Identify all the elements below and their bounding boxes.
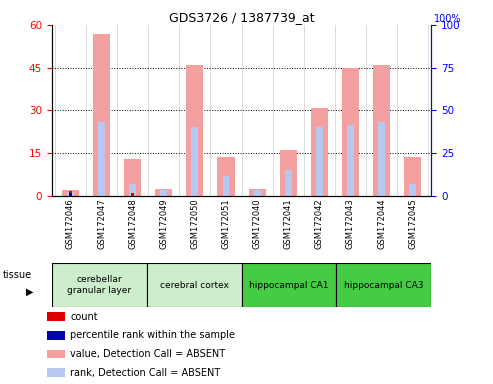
Text: 100%: 100% <box>434 13 461 23</box>
Bar <box>285 170 292 196</box>
Bar <box>311 108 328 196</box>
Bar <box>186 65 204 196</box>
Bar <box>347 125 354 196</box>
Text: cerebral cortex: cerebral cortex <box>160 281 229 290</box>
Bar <box>47 312 65 321</box>
Title: GDS3726 / 1387739_at: GDS3726 / 1387739_at <box>169 11 315 24</box>
Bar <box>155 189 173 196</box>
Bar <box>409 184 416 196</box>
Bar <box>254 190 260 196</box>
Bar <box>160 190 167 196</box>
Bar <box>378 122 385 196</box>
Bar <box>373 65 390 196</box>
Bar <box>191 127 198 196</box>
Bar <box>131 193 134 196</box>
Bar <box>242 263 336 307</box>
Bar <box>404 157 421 196</box>
Text: value, Detection Call = ABSENT: value, Detection Call = ABSENT <box>70 349 226 359</box>
Bar <box>98 122 105 196</box>
Bar <box>47 368 65 377</box>
Bar <box>222 176 229 196</box>
Bar <box>69 193 72 196</box>
Bar <box>316 127 323 196</box>
Text: cerebellar
granular layer: cerebellar granular layer <box>67 275 131 295</box>
Bar <box>93 33 110 196</box>
Bar <box>217 157 235 196</box>
Bar <box>62 190 79 196</box>
Bar <box>69 191 72 196</box>
Bar <box>342 68 359 196</box>
Bar <box>67 192 74 196</box>
Bar <box>147 263 242 307</box>
Text: rank, Detection Call = ABSENT: rank, Detection Call = ABSENT <box>70 368 221 378</box>
Bar <box>124 159 141 196</box>
Text: count: count <box>70 311 98 321</box>
Text: percentile rank within the sample: percentile rank within the sample <box>70 330 236 340</box>
Text: ▶: ▶ <box>26 287 33 297</box>
Text: tissue: tissue <box>2 270 32 280</box>
Bar <box>47 349 65 359</box>
Bar <box>280 150 297 196</box>
Text: hippocampal CA3: hippocampal CA3 <box>344 281 423 290</box>
Bar <box>47 331 65 340</box>
Text: hippocampal CA1: hippocampal CA1 <box>249 281 329 290</box>
Bar <box>129 184 136 196</box>
Bar <box>248 189 266 196</box>
Bar <box>336 263 431 307</box>
Bar <box>52 263 147 307</box>
